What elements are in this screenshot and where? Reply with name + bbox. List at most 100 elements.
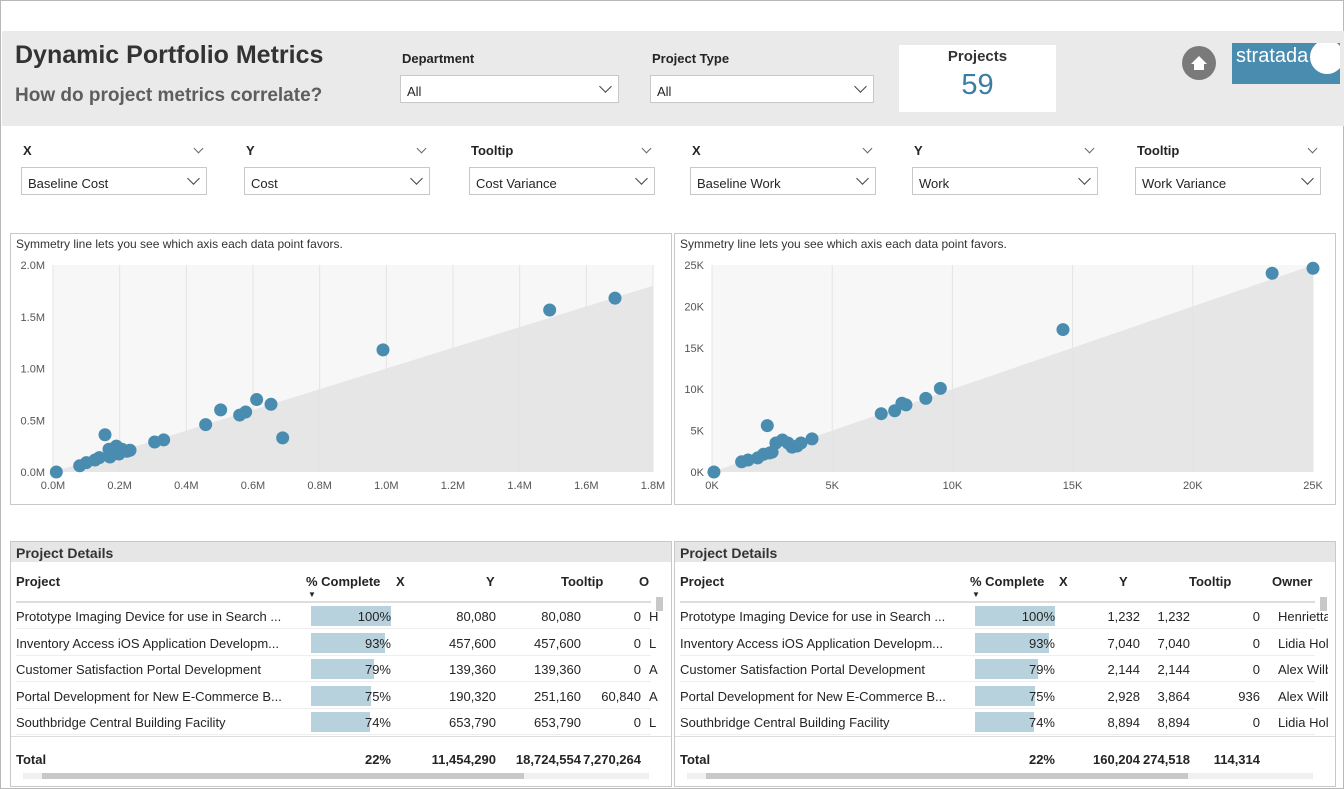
table-cell: 457,600 [449,635,496,651]
x-tick-label: 25K [1303,480,1323,492]
percent-complete-bar [311,632,386,653]
column-header[interactable]: X [396,574,405,589]
data-point[interactable] [92,451,106,465]
data-point[interactable] [794,436,808,450]
department-label: Department [402,51,475,66]
data-point[interactable] [276,431,290,445]
data-point[interactable] [760,419,774,433]
chevron-down-icon[interactable] [641,143,652,154]
table-cell: Inventory Access iOS Application Develop… [680,635,944,651]
table-cell: 2,928 [1107,688,1140,704]
vertical-scrollbar[interactable] [1320,597,1327,611]
selector-dropdown[interactable]: Cost [244,167,430,195]
data-point[interactable] [1056,323,1070,337]
data-point[interactable] [933,381,947,395]
home-icon [1191,56,1207,70]
table-title: Project Details [11,542,671,562]
selector-label: X [23,143,32,158]
x-tick-label: 15K [1063,480,1083,492]
selector-dropdown[interactable]: Baseline Work [690,167,876,195]
x-tick-label: 1.6M [574,480,598,492]
project-type-value: All [657,84,672,99]
x-tick-label: 0.6M [241,480,265,492]
data-point[interactable] [899,398,913,412]
column-header[interactable]: Tooltip [561,574,604,589]
horizontal-scrollbar[interactable] [687,773,1313,779]
project-type-dropdown[interactable]: All [650,75,874,103]
percent-complete-bar [311,712,371,732]
table-cell: Prototype Imaging Device for use in Sear… [680,609,946,624]
data-point[interactable] [199,418,213,432]
table-cell: 1,232 [1107,609,1140,624]
selector-dropdown[interactable]: Work [912,167,1098,195]
x-tick-label: 1.8M [641,480,665,492]
table-cell: 7,040 [1107,635,1140,651]
selector-label: Y [914,143,923,158]
data-point[interactable] [123,443,137,457]
data-point[interactable] [1265,266,1279,280]
x-tick-label: 0.8M [307,480,331,492]
chevron-down-icon[interactable] [416,143,427,154]
selector-dropdown[interactable]: Cost Variance [469,167,655,195]
table-cell: Inventory Access iOS Application Develop… [16,635,280,651]
data-point[interactable] [239,405,253,419]
y-tick-label: 0.0M [21,467,45,479]
column-header[interactable]: Y [1119,574,1128,589]
column-header[interactable]: Owner [1272,574,1313,589]
data-point[interactable] [98,428,112,442]
data-point[interactable] [608,291,622,305]
table-cell: Portal Development for New E-Commerce B.… [16,688,282,704]
data-point[interactable] [707,465,721,479]
chevron-down-icon[interactable] [1307,143,1318,154]
column-header[interactable]: % Complete [306,574,381,589]
selector-label: Y [246,143,255,158]
column-header[interactable]: % Complete [970,574,1045,589]
x-tick-label: 0.0M [41,480,65,492]
data-point[interactable] [874,407,888,421]
table-cell: 0 [633,662,641,677]
y-tick-label: 2.0M [21,260,45,272]
chevron-down-icon[interactable] [193,143,204,154]
table-cell: 93% [1028,635,1055,651]
y-tick-label: 15K [684,343,704,355]
column-header[interactable]: O [639,574,650,589]
chevron-down-icon[interactable] [862,143,873,154]
column-header[interactable]: Y [486,574,495,589]
data-point[interactable] [919,391,933,405]
total-cell: 22% [364,752,391,767]
department-dropdown[interactable]: All [400,75,619,103]
column-header[interactable]: Project [16,574,61,589]
horizontal-scrollbar[interactable] [23,773,649,779]
data-point[interactable] [157,433,171,447]
data-point[interactable] [264,397,278,411]
table-cell: Prototype Imaging Device for use in Sear… [16,609,282,624]
data-point[interactable] [250,393,264,407]
x-tick-label: 1.2M [441,480,465,492]
chevron-down-icon[interactable] [1084,143,1095,154]
column-header[interactable]: Tooltip [1189,574,1232,589]
table-cell: Alex Wilb [1278,662,1328,677]
table-cell: Henrietta [1278,609,1328,624]
data-point[interactable] [376,343,390,357]
data-point[interactable] [543,303,557,317]
data-point[interactable] [805,432,819,446]
vertical-scrollbar[interactable] [656,597,663,611]
selector-dropdown[interactable]: Work Variance [1135,167,1321,195]
table-cell: 936 [1238,688,1260,704]
data-point[interactable] [1306,261,1320,275]
selector-dropdown[interactable]: Baseline Cost [21,167,207,195]
data-point[interactable] [214,403,228,417]
total-cell: 22% [1028,752,1055,767]
chevron-down-icon [410,172,423,185]
table-cell: 653,790 [534,715,581,730]
data-point[interactable] [49,465,63,479]
table-cell: 75% [364,688,391,704]
home-button[interactable] [1182,46,1216,80]
x-tick-label: 20K [1183,480,1203,492]
sort-desc-icon: ▼ [972,590,980,599]
table-cell: 1,232 [1157,609,1190,624]
table-cell: 100% [357,609,391,624]
table-cell: L [649,635,657,651]
column-header[interactable]: X [1059,574,1068,589]
column-header[interactable]: Project [680,574,725,589]
